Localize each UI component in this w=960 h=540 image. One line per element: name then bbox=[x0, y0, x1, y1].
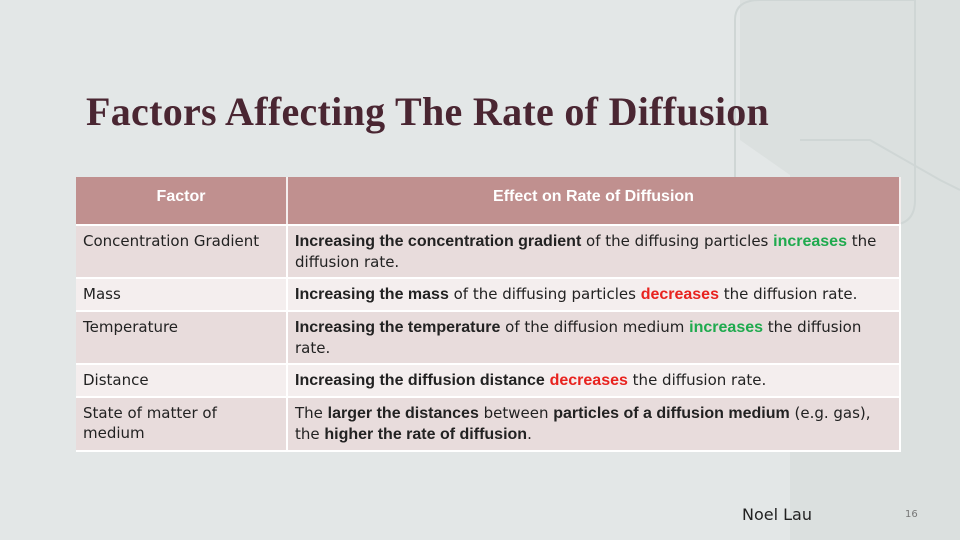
text: between bbox=[478, 404, 554, 422]
bold-text: particles of a diffusion medium bbox=[553, 405, 790, 422]
text: (e.g. gas), the bbox=[295, 404, 876, 443]
bold-text: Increasing the diffusion distance bbox=[295, 372, 545, 389]
highlight-text: decreases bbox=[549, 372, 628, 389]
effect-cell: Increasing the diffusion distance decrea… bbox=[287, 364, 901, 398]
factor-cell: Distance bbox=[76, 364, 288, 398]
text: the diffusion rate. bbox=[627, 371, 767, 389]
table-row: State of matter of medium The larger the … bbox=[76, 397, 901, 452]
effect-cell: Increasing the temperature of the diffus… bbox=[287, 311, 901, 365]
bold-text: larger the distances bbox=[327, 405, 479, 422]
bold-text: higher the rate of diffusion bbox=[324, 426, 528, 443]
table-row: Distance Increasing the diffusion distanc… bbox=[76, 364, 901, 398]
text: the diffusion rate. bbox=[295, 318, 867, 357]
factor-cell: Concentration Gradient bbox=[76, 225, 288, 279]
text: The bbox=[295, 404, 328, 422]
effect-cell: Increasing the mass of the diffusing par… bbox=[287, 278, 901, 312]
factor-cell: Temperature bbox=[76, 311, 288, 365]
bold-text: Increasing the mass bbox=[295, 286, 449, 303]
text: of the diffusing particles bbox=[581, 232, 774, 250]
effect-cell: Increasing the concentration gradient of… bbox=[287, 225, 901, 279]
table-row: Temperature Increasing the temperature of… bbox=[76, 311, 901, 365]
highlight-text: increases bbox=[689, 319, 764, 336]
page-number: 16 bbox=[905, 509, 918, 520]
effect-cell: The larger the distances between particl… bbox=[287, 397, 901, 452]
text: the diffusion rate. bbox=[718, 285, 858, 303]
column-header: Effect on Rate of Diffusion bbox=[287, 177, 901, 226]
bold-text: Increasing the concentration gradient bbox=[295, 233, 582, 250]
slide-title: Factors Affecting The Rate of Diffusion bbox=[86, 89, 770, 134]
text: of the diffusion medium bbox=[500, 318, 690, 336]
factor-table: Factor Effect on Rate of Diffusion Conce… bbox=[76, 177, 901, 452]
header-row: Factor Effect on Rate of Diffusion bbox=[76, 177, 901, 226]
factor-cell: Mass bbox=[76, 278, 288, 312]
highlight-text: decreases bbox=[640, 286, 719, 303]
table-row: Mass Increasing the mass of the diffusing… bbox=[76, 278, 901, 312]
text: the diffusion rate. bbox=[295, 232, 882, 271]
text: . bbox=[527, 425, 532, 443]
text: of the diffusing particles bbox=[448, 285, 641, 303]
author: Noel Lau bbox=[742, 505, 812, 524]
factor-cell: State of matter of medium bbox=[76, 397, 288, 452]
bold-text: Increasing the temperature bbox=[295, 319, 501, 336]
column-header: Factor bbox=[76, 177, 288, 226]
table-row: Concentration Gradient Increasing the con… bbox=[76, 225, 901, 279]
highlight-text: increases bbox=[773, 233, 847, 250]
